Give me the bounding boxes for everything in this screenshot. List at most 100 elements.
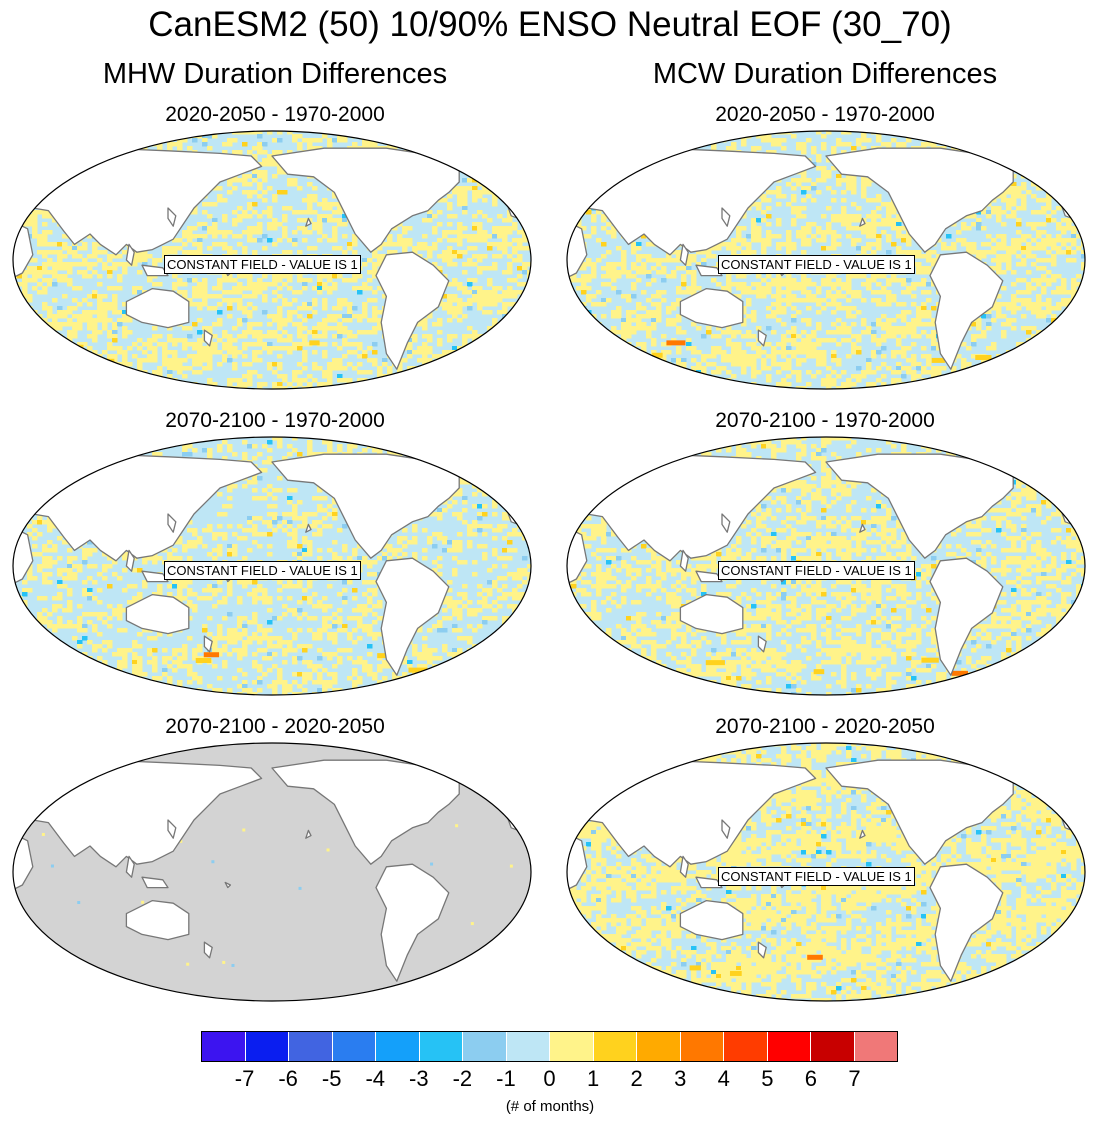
colorbar-box [419, 1032, 463, 1061]
land-mass [125, 287, 190, 329]
land-mass [125, 899, 190, 941]
colorbar-tick-label: -1 [496, 1066, 516, 1091]
colorbar-tick-label: 6 [804, 1066, 817, 1091]
colorbar-box [506, 1032, 550, 1061]
map-mhw-2020-2050 [12, 130, 532, 390]
island [859, 829, 866, 839]
colorbar-box [680, 1032, 724, 1061]
colorbar-box [202, 1032, 246, 1061]
island [695, 876, 723, 889]
colorbar [201, 1031, 898, 1062]
colorbar-box [332, 1032, 376, 1061]
colorbar-tick-label: 2 [630, 1066, 643, 1091]
island [757, 941, 767, 959]
land-mass [468, 443, 523, 484]
island [679, 855, 689, 878]
constant-field-label: CONSTANT FIELD - VALUE IS 1 [718, 867, 915, 886]
column-title-mhw: MHW Duration Differences [102, 58, 448, 90]
island [859, 523, 866, 533]
island [679, 549, 689, 572]
map-outline [12, 742, 532, 1002]
panel-title-mcw-2070-2100: 2070-2100 - 1970-2000 [715, 409, 935, 432]
island [141, 570, 169, 583]
island [305, 523, 312, 533]
land-mass [929, 251, 1004, 370]
land-mass [375, 251, 450, 370]
land-mass [375, 557, 450, 676]
colorbar-box [724, 1032, 768, 1061]
map-outline [566, 130, 1086, 390]
map-mcw-late-vs-mid [566, 742, 1086, 1002]
island [305, 829, 312, 839]
colorbar-ticks: -7 -6 -5 -4 -3 -2 -1 0 1 2 3 4 5 6 7 [0, 1066, 1100, 1096]
colorbar-box [854, 1032, 897, 1061]
colorbar-box [637, 1032, 681, 1061]
island [141, 876, 169, 889]
land-mass [468, 749, 523, 790]
island [167, 819, 177, 839]
island [167, 207, 177, 227]
panel-title-mcw-2020-2050: 2020-2050 - 1970-2000 [715, 103, 935, 126]
land-mass [929, 863, 1004, 982]
island [679, 243, 689, 266]
panel-title-mhw-2070-2100: 2070-2100 - 1970-2000 [165, 409, 385, 432]
island [695, 570, 723, 583]
map-mcw-2070-2100 [566, 436, 1086, 696]
island [695, 264, 723, 277]
island [721, 207, 731, 227]
colorbar-box [245, 1032, 289, 1061]
island [125, 243, 135, 266]
panel-title-mcw-late-vs-mid: 2070-2100 - 2020-2050 [715, 715, 935, 738]
land-mass [1022, 443, 1077, 484]
island [224, 881, 232, 889]
island [167, 513, 177, 533]
colorbar-box [463, 1032, 507, 1061]
island [721, 819, 731, 839]
map-outline [566, 436, 1086, 696]
colorbar-box [289, 1032, 333, 1061]
colorbar-box [767, 1032, 811, 1061]
colorbar-tick-label: 0 [543, 1066, 556, 1091]
colorbar-tick-label: 4 [717, 1066, 730, 1091]
island [141, 264, 169, 277]
colorbar-tick-label: 1 [586, 1066, 600, 1091]
colorbar-tick-label: -5 [321, 1066, 342, 1091]
colorbar-box [593, 1032, 637, 1061]
land-mass [679, 899, 744, 941]
island [305, 217, 312, 227]
colorbar-box [376, 1032, 420, 1061]
map-outline [566, 742, 1086, 1002]
colorbar-units-label: (# of months) [505, 1098, 595, 1115]
colorbar-tick-label: -2 [452, 1066, 473, 1091]
map-mcw-2020-2050 [566, 130, 1086, 390]
colorbar-tick-label: -3 [409, 1066, 429, 1091]
island [757, 329, 767, 347]
colorbar-tick-label: -6 [278, 1066, 298, 1091]
island [203, 941, 213, 959]
figure-title: CanESM2 (50) 10/90% ENSO Neutral EOF (30… [148, 5, 952, 44]
colorbar-tick-label: -7 [234, 1066, 255, 1091]
colorbar-tick-label: 7 [848, 1066, 861, 1091]
colorbar-box [811, 1032, 855, 1061]
land-mass [375, 863, 450, 982]
land-mass [679, 287, 744, 329]
constant-field-label: CONSTANT FIELD - VALUE IS 1 [718, 255, 915, 274]
map-mhw-late-vs-mid [12, 742, 532, 1002]
column-title-mcw: MCW Duration Differences [652, 58, 998, 90]
land-mass [1022, 749, 1077, 790]
island [859, 217, 866, 227]
island [125, 549, 135, 572]
land-mass [125, 593, 190, 635]
island [203, 635, 213, 653]
land-mass [1022, 137, 1077, 178]
colorbar-box [550, 1032, 594, 1061]
colorbar-tick-label: 5 [761, 1066, 774, 1091]
map-outline [12, 130, 532, 390]
land-mass [929, 557, 1004, 676]
constant-field-label: CONSTANT FIELD - VALUE IS 1 [164, 255, 361, 274]
panel-title-mhw-late-vs-mid: 2070-2100 - 2020-2050 [165, 715, 385, 738]
land-mass [468, 137, 523, 178]
colorbar-tick-label: -4 [365, 1066, 386, 1091]
island [757, 635, 767, 653]
colorbar-tick-label: 3 [674, 1066, 687, 1091]
